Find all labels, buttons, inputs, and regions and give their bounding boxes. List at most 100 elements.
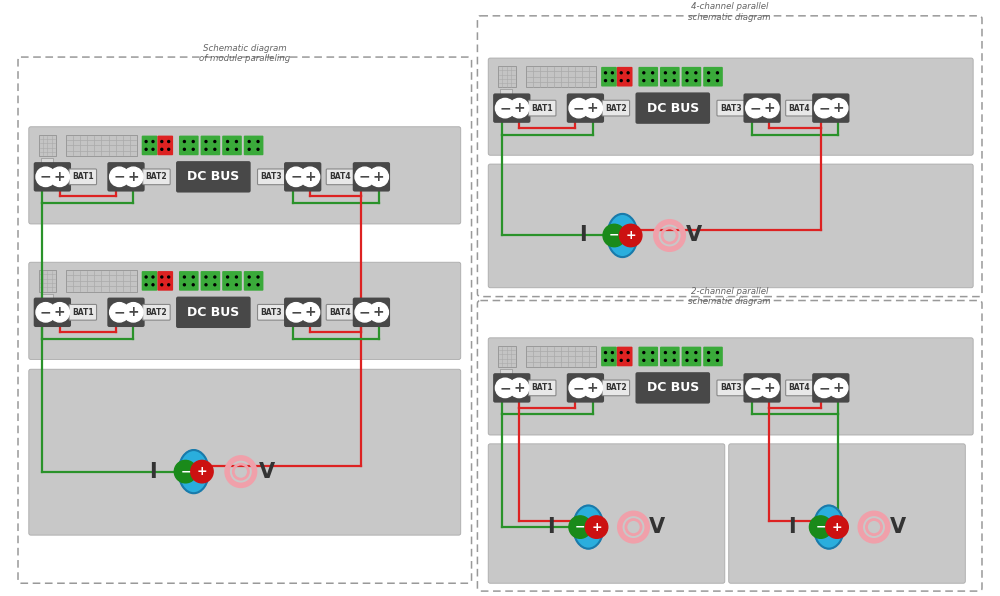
Circle shape: [569, 98, 588, 118]
FancyBboxPatch shape: [201, 136, 220, 155]
Circle shape: [611, 359, 613, 361]
Circle shape: [686, 80, 688, 82]
FancyBboxPatch shape: [500, 89, 512, 94]
FancyBboxPatch shape: [41, 294, 53, 299]
Circle shape: [161, 148, 163, 150]
Text: I: I: [579, 225, 587, 246]
Circle shape: [205, 148, 207, 150]
FancyBboxPatch shape: [142, 136, 157, 155]
Circle shape: [746, 378, 765, 398]
FancyBboxPatch shape: [39, 270, 56, 291]
Text: V: V: [649, 517, 665, 537]
Circle shape: [227, 148, 229, 150]
Circle shape: [152, 148, 154, 150]
FancyBboxPatch shape: [222, 136, 242, 155]
Circle shape: [183, 284, 185, 285]
Circle shape: [664, 359, 666, 361]
Circle shape: [809, 516, 832, 538]
Circle shape: [569, 378, 588, 398]
Circle shape: [643, 359, 645, 361]
Text: +: +: [832, 520, 842, 533]
Circle shape: [605, 80, 607, 82]
FancyBboxPatch shape: [601, 347, 617, 367]
FancyBboxPatch shape: [179, 271, 199, 291]
Text: BAT2: BAT2: [605, 104, 627, 113]
FancyBboxPatch shape: [786, 380, 813, 396]
Text: +: +: [304, 170, 316, 184]
FancyBboxPatch shape: [602, 100, 630, 116]
FancyBboxPatch shape: [498, 346, 516, 367]
FancyBboxPatch shape: [39, 135, 56, 156]
Circle shape: [664, 72, 666, 74]
Text: 2-channel parallel
schematic diagram: 2-channel parallel schematic diagram: [688, 287, 771, 306]
Text: DC BUS: DC BUS: [647, 101, 699, 114]
FancyBboxPatch shape: [812, 94, 849, 123]
FancyBboxPatch shape: [526, 346, 596, 367]
Text: −: −: [575, 520, 585, 533]
FancyBboxPatch shape: [142, 271, 157, 291]
FancyBboxPatch shape: [743, 94, 781, 123]
Circle shape: [36, 303, 55, 322]
Text: −: −: [113, 305, 125, 319]
Circle shape: [36, 167, 55, 187]
Text: BAT2: BAT2: [146, 308, 167, 317]
FancyBboxPatch shape: [660, 347, 680, 367]
Circle shape: [110, 303, 129, 322]
Circle shape: [695, 72, 697, 74]
Circle shape: [828, 378, 848, 398]
FancyBboxPatch shape: [69, 305, 97, 320]
Circle shape: [583, 98, 602, 118]
FancyBboxPatch shape: [326, 305, 354, 320]
FancyBboxPatch shape: [66, 135, 137, 156]
Text: −: −: [499, 381, 511, 395]
FancyBboxPatch shape: [157, 136, 173, 155]
Circle shape: [620, 359, 622, 361]
FancyBboxPatch shape: [493, 373, 530, 403]
Circle shape: [235, 276, 237, 278]
FancyBboxPatch shape: [29, 127, 461, 224]
Circle shape: [248, 141, 250, 142]
Circle shape: [708, 352, 710, 353]
Text: −: −: [290, 170, 302, 184]
FancyBboxPatch shape: [498, 66, 516, 88]
Circle shape: [585, 516, 608, 538]
Circle shape: [509, 98, 529, 118]
Circle shape: [205, 276, 207, 278]
FancyBboxPatch shape: [500, 370, 512, 374]
Text: I: I: [547, 517, 555, 537]
Ellipse shape: [814, 505, 844, 549]
Circle shape: [183, 141, 185, 142]
FancyBboxPatch shape: [488, 164, 973, 288]
Circle shape: [369, 167, 388, 187]
Text: 4-channel parallel
schematic diagram: 4-channel parallel schematic diagram: [688, 2, 771, 21]
Text: −: −: [40, 170, 51, 184]
Circle shape: [227, 276, 229, 278]
FancyBboxPatch shape: [157, 271, 173, 291]
Text: −: −: [499, 101, 511, 115]
Text: +: +: [591, 520, 602, 533]
FancyBboxPatch shape: [29, 370, 461, 535]
Circle shape: [161, 141, 163, 142]
Text: −: −: [180, 465, 191, 478]
Text: +: +: [587, 381, 599, 395]
Text: +: +: [587, 101, 599, 115]
FancyBboxPatch shape: [743, 373, 781, 403]
FancyBboxPatch shape: [41, 158, 53, 163]
FancyBboxPatch shape: [786, 100, 813, 116]
FancyBboxPatch shape: [682, 347, 701, 367]
Text: +: +: [128, 170, 139, 184]
Text: −: −: [290, 305, 302, 319]
Circle shape: [620, 352, 622, 353]
Text: BAT3: BAT3: [260, 308, 282, 317]
Circle shape: [664, 352, 666, 353]
Circle shape: [708, 72, 710, 74]
Text: BAT4: BAT4: [789, 104, 810, 113]
Text: −: −: [359, 170, 371, 184]
FancyBboxPatch shape: [729, 444, 965, 583]
FancyBboxPatch shape: [660, 67, 680, 86]
FancyBboxPatch shape: [567, 373, 604, 403]
Circle shape: [583, 378, 602, 398]
Text: −: −: [113, 170, 125, 184]
FancyBboxPatch shape: [638, 67, 658, 86]
Circle shape: [257, 148, 259, 150]
